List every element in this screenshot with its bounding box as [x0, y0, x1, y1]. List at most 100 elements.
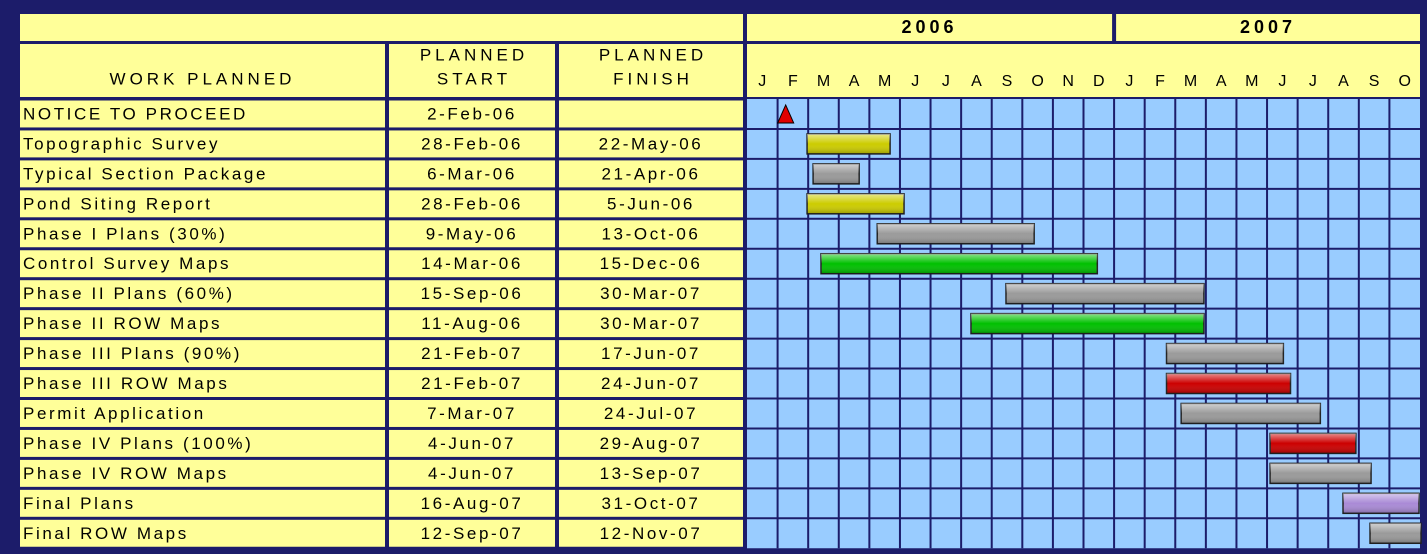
task-cell — [20, 340, 385, 368]
task-name: Phase II Plans (60%) — [23, 284, 235, 303]
start-date: 11-Aug-06 — [421, 314, 523, 333]
bar-shine — [813, 163, 860, 184]
month-label: M — [1184, 73, 1197, 90]
finish-date: 24-Jun-07 — [601, 374, 701, 393]
task-cell — [20, 400, 385, 427]
date-cell — [559, 340, 743, 368]
month-label: J — [1309, 73, 1317, 90]
date-cell — [559, 459, 743, 487]
date-cell — [389, 459, 555, 487]
task-name: Phase III ROW Maps — [23, 374, 229, 393]
start-date: 16-Aug-07 — [421, 494, 524, 513]
task-cell — [20, 190, 385, 218]
header-label: FINISH — [613, 69, 693, 88]
month-label: F — [1155, 73, 1165, 90]
header-cell — [20, 44, 385, 97]
month-label: A — [971, 73, 982, 90]
month-label: J — [758, 73, 766, 90]
task-cell — [20, 519, 385, 547]
year-label: 2006 — [902, 17, 958, 37]
task-name: Phase II ROW Maps — [23, 314, 222, 333]
month-label: A — [849, 73, 860, 90]
start-date: 14-Mar-06 — [421, 254, 523, 273]
date-cell — [389, 220, 555, 248]
finish-date: 30-Mar-07 — [600, 314, 702, 333]
date-cell — [389, 190, 555, 218]
start-date: 7-Mar-07 — [427, 404, 517, 423]
task-name: Topographic Survey — [23, 134, 220, 153]
start-date: 4-Jun-07 — [428, 464, 516, 483]
month-label: F — [788, 73, 798, 90]
date-cell — [559, 160, 743, 188]
header-cell — [20, 14, 743, 41]
date-cell — [559, 429, 743, 457]
finish-date: 30-Mar-07 — [600, 284, 702, 303]
header-cell — [747, 44, 1420, 97]
finish-date: 13-Sep-07 — [600, 464, 703, 483]
start-date: 28-Feb-06 — [421, 134, 523, 153]
task-name: NOTICE TO PROCEED — [23, 104, 248, 123]
date-cell — [559, 280, 743, 308]
date-cell — [559, 310, 743, 338]
finish-date: 24-Jul-07 — [604, 404, 698, 423]
bar-shine — [1343, 493, 1420, 514]
milestone — [776, 103, 795, 124]
task-cell — [20, 370, 385, 397]
month-label: A — [1216, 73, 1227, 90]
task-name: Final ROW Maps — [23, 524, 189, 543]
task-name: Pond Siting Report — [23, 194, 213, 213]
date-cell — [559, 130, 743, 158]
task-cell — [20, 100, 385, 128]
finish-date: 21-Apr-06 — [602, 164, 701, 183]
date-cell — [389, 429, 555, 457]
month-label: J — [1125, 73, 1133, 90]
finish-date: 22-May-06 — [599, 134, 704, 153]
task-cell — [20, 310, 385, 338]
start-date: 21-Feb-07 — [421, 344, 523, 363]
bar-shine — [1370, 523, 1421, 544]
bar-shine — [1166, 343, 1284, 364]
start-date: 4-Jun-07 — [428, 434, 516, 453]
date-cell — [389, 400, 555, 427]
task-cell — [20, 130, 385, 158]
header-label: START — [437, 69, 511, 88]
start-date: 12-Sep-07 — [421, 524, 524, 543]
bar-shine — [807, 133, 891, 154]
bar-shine — [1166, 373, 1291, 394]
month-label: M — [878, 73, 891, 90]
bar-shine — [807, 193, 905, 214]
bar-shine — [971, 313, 1204, 334]
finish-date: 12-Nov-07 — [600, 524, 703, 543]
finish-date: 5-Jun-06 — [607, 194, 695, 213]
date-cell — [559, 370, 743, 397]
month-label: O — [1398, 73, 1410, 90]
start-date: 2-Feb-06 — [427, 104, 517, 123]
task-cell — [20, 250, 385, 278]
month-label: D — [1093, 73, 1105, 90]
bar-shine — [1006, 283, 1204, 304]
month-label: S — [1002, 73, 1013, 90]
date-cell — [389, 160, 555, 188]
start-date: 15-Sep-06 — [421, 284, 524, 303]
bar-shine — [821, 253, 1098, 274]
start-date: 28-Feb-06 — [421, 194, 523, 213]
date-cell — [559, 220, 743, 248]
finish-date: 31-Oct-07 — [602, 494, 701, 513]
month-label: J — [1278, 73, 1286, 90]
finish-date: 13-Oct-06 — [602, 224, 701, 243]
date-cell — [559, 489, 743, 517]
task-cell — [20, 459, 385, 487]
header-label: WORK PLANNED — [110, 69, 296, 88]
header-cell — [389, 44, 555, 97]
task-name: Typical Section Package — [23, 164, 268, 183]
task-name: Permit Application — [23, 404, 206, 423]
task-name: Control Survey Maps — [23, 254, 231, 273]
year-label: 2007 — [1240, 17, 1296, 37]
task-name: Phase III Plans (90%) — [23, 344, 242, 363]
year-cell — [747, 14, 1113, 41]
date-cell — [559, 190, 743, 218]
bar-shine — [1181, 403, 1321, 424]
task-cell — [20, 280, 385, 308]
start-date: 6-Mar-06 — [427, 164, 517, 183]
year-cell — [1116, 14, 1420, 41]
